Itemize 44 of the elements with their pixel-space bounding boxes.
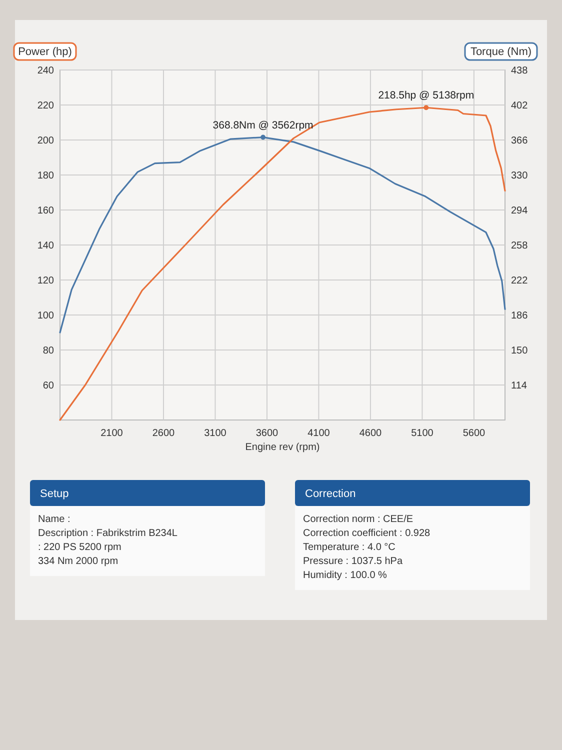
y-tick-label: 100	[37, 310, 54, 322]
y-tick-label: 240	[37, 66, 54, 76]
text: Correction norm : CEE/E	[303, 514, 414, 525]
y2-tick-label: 186	[511, 310, 528, 322]
y2-tick-label: 258	[511, 240, 528, 252]
text: Description : Fabrikstrim B234L	[38, 528, 178, 539]
y2-tick-label: 438	[511, 66, 528, 76]
y-axis-title: Power (hp)	[18, 46, 72, 58]
y-tick-label: 80	[42, 346, 54, 356]
x-tick-label: 5100	[411, 428, 434, 439]
y2-tick-label: 330	[511, 170, 528, 182]
text: Name :	[38, 514, 70, 525]
text: 334 Nm 2000 rpm	[38, 556, 118, 567]
text: Setup	[40, 488, 69, 500]
y-tick-label: 60	[42, 380, 54, 392]
y2-tick-label: 150	[511, 346, 528, 356]
x-tick-label: 4100	[308, 428, 330, 439]
text: Humidity : 100.0 %	[303, 570, 388, 581]
y-tick-label: 160	[37, 206, 54, 216]
y-tick-label: 220	[37, 100, 54, 112]
y-tick-label: 140	[37, 240, 54, 252]
x-tick-label: 2100	[100, 428, 124, 439]
y-tick-label: 200	[37, 136, 54, 146]
y-tick-label: 180	[37, 170, 54, 182]
y2-tick-label: 222	[511, 276, 528, 286]
text: Correction coefficient : 0.928	[303, 528, 431, 539]
text: Temperature : 4.0 °C	[303, 542, 396, 553]
x-tick-label: 2600	[152, 428, 176, 439]
x-tick-label: 5600	[462, 428, 486, 439]
x-tick-label: 3100	[204, 428, 227, 439]
x-axis-title: Engine rev (rpm)	[245, 442, 320, 453]
y2-tick-label: 402	[511, 100, 528, 112]
annotation: 218.5hp @ 5138rpm	[378, 90, 474, 102]
text: : 220 PS 5200 rpm	[38, 542, 122, 553]
y2-tick-label: 114	[511, 380, 528, 392]
y2-axis-title: Torque (Nm)	[470, 46, 532, 58]
y-tick-label: 120	[37, 276, 54, 286]
y2-tick-label: 366	[511, 136, 528, 146]
y2-tick-label: 294	[511, 206, 528, 216]
x-tick-label: 3600	[256, 428, 279, 439]
text: Correction	[305, 488, 356, 500]
text: Pressure : 1037.5 hPa	[303, 556, 403, 567]
annotation: 368.8Nm @ 3562rpm	[212, 119, 314, 132]
x-tick-label: 4600	[359, 428, 382, 439]
